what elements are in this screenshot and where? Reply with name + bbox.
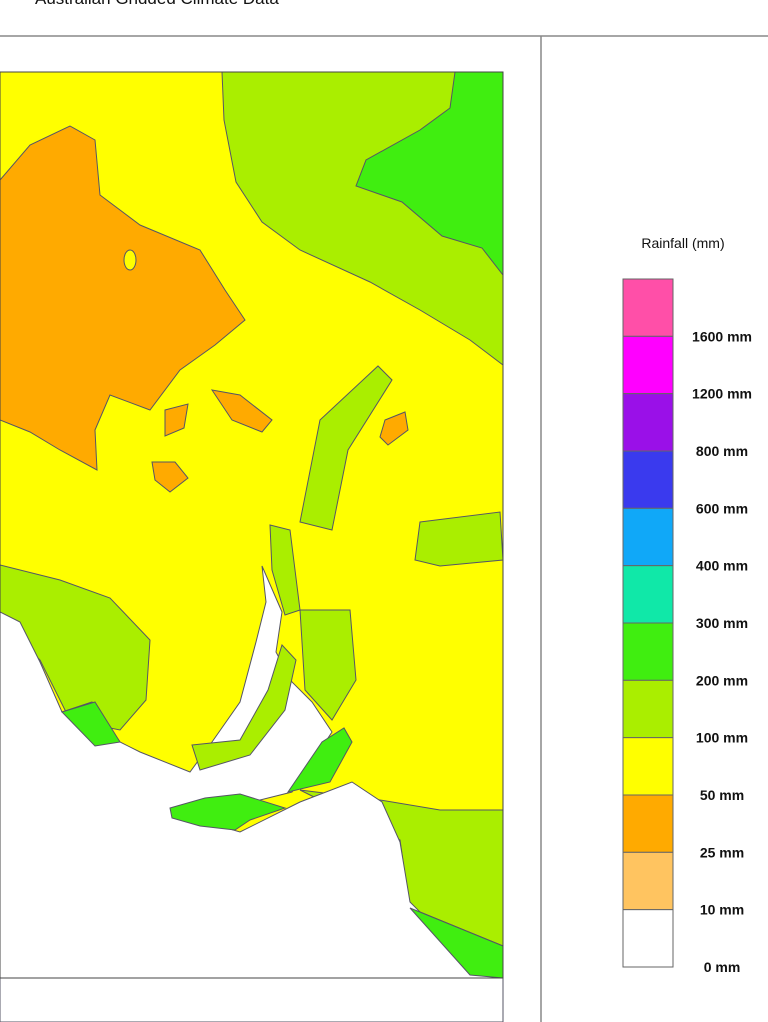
map-region xyxy=(286,727,353,793)
legend-swatch xyxy=(622,450,674,509)
sea xyxy=(0,565,504,1022)
legend-swatch xyxy=(622,507,674,567)
legend-swatch xyxy=(622,393,674,452)
legend-label: 200 mm xyxy=(696,672,748,688)
map-region xyxy=(0,125,246,471)
legend-swatch xyxy=(622,622,674,681)
legend-label: 0 mm xyxy=(704,959,741,975)
page-title: Australian Gridded Climate Data xyxy=(35,0,279,8)
map-region xyxy=(61,701,121,747)
legend-swatch xyxy=(622,278,674,337)
legend-swatch xyxy=(622,794,674,853)
map-region xyxy=(210,389,273,433)
map-region xyxy=(414,511,504,567)
legend-label: 50 mm xyxy=(700,787,744,803)
map-region xyxy=(299,365,393,531)
legend-label: 400 mm xyxy=(696,558,748,574)
map-region xyxy=(164,403,189,437)
map-frame xyxy=(0,71,504,979)
legend-swatch xyxy=(622,851,674,911)
legend: 1600 mm 1200 mm 800 mm 600 mm 400 mm 300 mm 20… xyxy=(622,278,752,975)
map-region xyxy=(169,793,287,831)
legend-swatch xyxy=(622,565,674,624)
legend-swatch xyxy=(622,909,674,968)
legend-label: 100 mm xyxy=(696,730,748,746)
legend-label: 1600 mm xyxy=(692,328,752,344)
legend-swatch xyxy=(622,679,674,739)
rainfall-map xyxy=(0,71,504,1022)
legend-swatch xyxy=(622,737,674,796)
legend-swatch xyxy=(622,335,674,395)
legend-label: 1200 mm xyxy=(692,386,752,402)
map-region xyxy=(151,461,189,493)
map-region xyxy=(379,411,409,446)
map-region xyxy=(191,644,297,771)
legend-label: 10 mm xyxy=(700,902,744,918)
legend-label: 800 mm xyxy=(696,443,748,459)
legend-title: Rainfall (mm) xyxy=(641,235,724,251)
map-region xyxy=(123,249,137,271)
map-region xyxy=(269,524,301,616)
map-region xyxy=(299,609,357,721)
legend-label: 300 mm xyxy=(696,615,748,631)
legend-label: 25 mm xyxy=(700,844,744,860)
legend-label: 600 mm xyxy=(696,500,748,516)
